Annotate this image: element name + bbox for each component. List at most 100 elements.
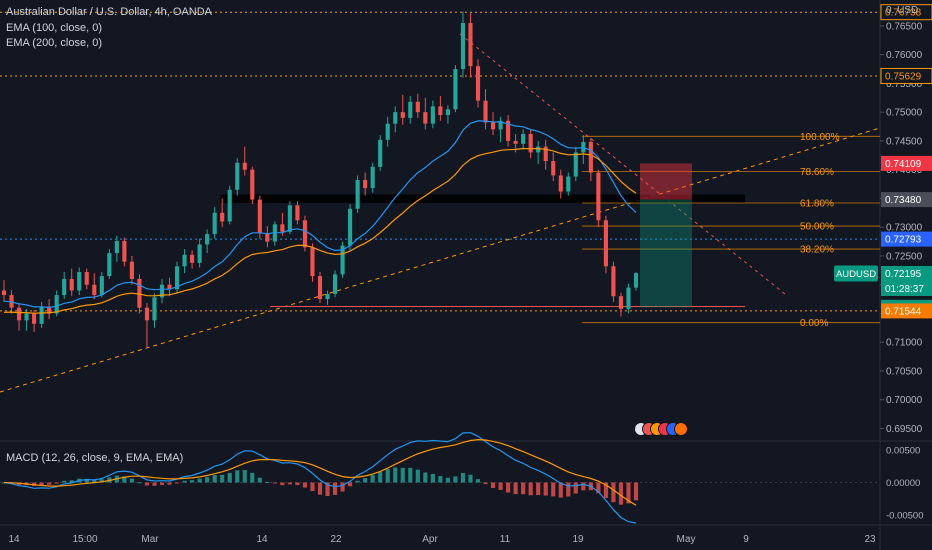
fib-level-label: 100.00% — [800, 132, 840, 143]
macd-histogram-bar — [272, 482, 277, 484]
macd-histogram-bar — [543, 482, 548, 496]
y-tick-label: 0.74500 — [886, 136, 923, 147]
macd-histogram-bar — [257, 477, 262, 483]
macd-histogram-bar — [92, 479, 97, 483]
candle-body — [558, 175, 563, 192]
candle-body — [393, 112, 398, 124]
macd-histogram-bar — [633, 482, 639, 501]
macd-histogram-bar — [295, 482, 300, 486]
macd-histogram-bar — [265, 481, 270, 483]
macd-histogram-bar — [423, 472, 428, 483]
macd-line — [3, 432, 637, 524]
symbol-price-tag: AUDUSD — [834, 265, 878, 282]
candle-body — [220, 212, 225, 222]
macd-histogram-bar — [167, 482, 172, 485]
x-tick-label: 9 — [743, 534, 749, 545]
candle-body — [483, 100, 488, 123]
macd-histogram-bar — [62, 480, 67, 483]
y-tick-label: 0.69500 — [886, 424, 923, 435]
candle-body — [77, 272, 82, 291]
fib-level-label: 0.00% — [800, 318, 828, 329]
candle-body — [596, 172, 601, 221]
candle-body — [475, 66, 481, 101]
candle-body — [302, 220, 308, 248]
ema200-legend: EMA (200, close, 0) — [6, 37, 102, 49]
fib-level-label: 78.60% — [800, 167, 834, 178]
candle-body — [408, 101, 413, 118]
price-tag-label: 0.74109 — [885, 159, 922, 170]
macd-histogram-bar — [235, 470, 240, 483]
resistance-zone — [220, 194, 745, 204]
candle-body — [47, 306, 52, 314]
candle-body — [235, 162, 240, 190]
price-tag-label: 0.72793 — [885, 235, 922, 246]
fib-level-label: 50.00% — [800, 222, 834, 233]
candle-body — [618, 296, 624, 309]
ema100-line — [3, 120, 637, 309]
macd-histogram-bar — [521, 482, 526, 495]
candle-body — [415, 101, 420, 113]
candle-body — [205, 234, 210, 245]
candle-body — [99, 276, 104, 296]
y-tick-label: 0.76000 — [886, 50, 923, 61]
candle-body — [137, 278, 142, 308]
macd-histogram-bar — [220, 474, 225, 483]
price-tag-bg — [881, 155, 932, 171]
macd-histogram-bar — [227, 472, 232, 483]
candle-body — [363, 180, 368, 189]
macd-histogram-bar — [483, 482, 488, 485]
candle-body — [588, 142, 593, 173]
macd-histogram-bar — [408, 467, 413, 483]
descending-trendline — [459, 33, 786, 295]
price-tag-bg — [881, 265, 932, 281]
x-tick-label: 22 — [330, 534, 342, 545]
candle-body — [528, 134, 533, 153]
macd-histogram-bar — [378, 471, 383, 483]
ascending-trendline — [0, 127, 881, 393]
candle-body — [460, 23, 466, 70]
macd-histogram-bar — [152, 482, 157, 486]
x-tick-label: 11 — [500, 534, 511, 545]
ema100-legend: EMA (100, close, 0) — [6, 22, 102, 34]
macd-histogram-bar — [513, 482, 518, 495]
candle-body — [197, 244, 202, 263]
macd-histogram-bar — [400, 467, 405, 483]
macd-histogram-bar — [581, 482, 586, 491]
macd-histogram-bar — [618, 482, 624, 505]
x-tick-label: 19 — [572, 534, 584, 545]
price-tag-label: 0.72195 — [885, 269, 922, 280]
candle-body — [39, 306, 44, 324]
price-tag-bg — [881, 192, 932, 208]
macd-histogram-bar — [430, 473, 435, 483]
candle-body — [490, 122, 496, 130]
macd-histogram-bar — [566, 482, 571, 497]
candle-body — [551, 161, 556, 176]
candle-body — [16, 307, 22, 321]
candle-body — [536, 146, 541, 153]
macd-histogram-bar — [438, 476, 443, 483]
macd-histogram-bar — [182, 480, 187, 483]
macd-histogram-bar — [99, 479, 104, 483]
macd-histogram-bar — [332, 482, 338, 495]
macd-histogram-bar — [197, 478, 202, 483]
candle-body — [295, 205, 300, 221]
candle-body — [370, 166, 375, 189]
x-tick-label: 14 — [8, 534, 20, 545]
macd-histogram-bar — [348, 482, 353, 487]
y-tick-label: 0.72500 — [886, 251, 923, 262]
macd-histogram-bar — [603, 482, 608, 498]
macd-histogram-bar — [39, 482, 44, 485]
candle-body — [190, 254, 195, 263]
candle-body — [566, 176, 571, 192]
position-risk-zone — [640, 163, 692, 200]
countdown-label: 01:28:37 — [885, 284, 924, 295]
macd-histogram-bar — [69, 480, 74, 483]
candle-body — [340, 245, 345, 275]
candle-body — [32, 313, 37, 324]
macd-histogram-bar — [393, 467, 398, 483]
macd-histogram-bar — [242, 470, 247, 483]
x-tick-label: 23 — [864, 534, 876, 545]
x-tick-label: 14 — [256, 534, 268, 545]
candle-body — [453, 69, 458, 110]
